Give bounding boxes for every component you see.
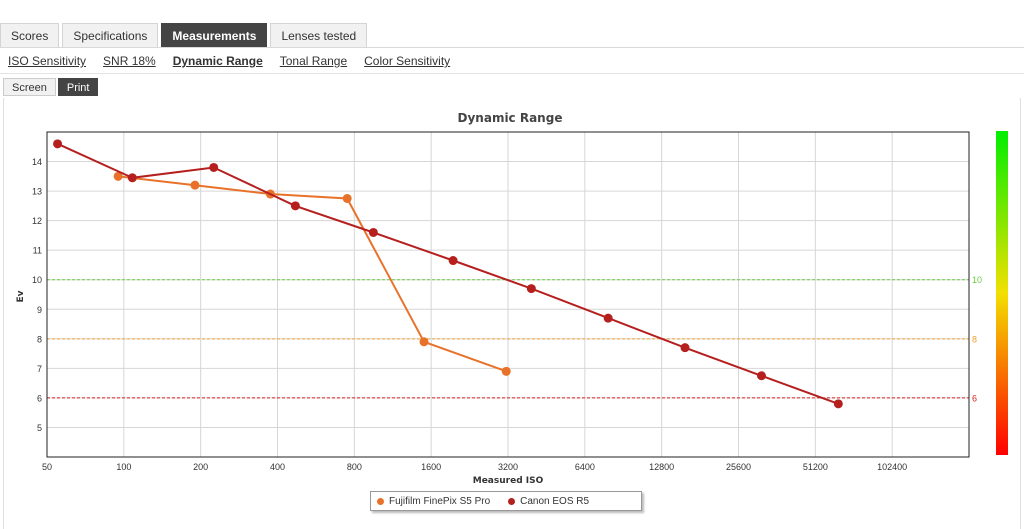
series-point-1 [756,371,766,381]
y-axis-label: Ev [16,290,26,302]
print-button[interactable]: Print [57,78,99,96]
series-point-1 [680,343,690,353]
legend-item-canon[interactable]: Canon EOS R5 [508,496,589,507]
x-axis-label: Measured ISO [473,476,544,486]
y-tick-label: 14 [32,157,42,167]
series-line-0 [117,175,507,373]
tab-specifications[interactable]: Specifications [62,23,159,47]
measurement-subnav: ISO Sensitivity SNR 18% Dynamic Range To… [8,54,467,68]
series-point-1 [53,139,63,149]
subnav-snr-18[interactable]: SNR 18% [103,54,156,68]
x-tick-label: 3200 [498,462,518,472]
series-point-1 [603,313,613,323]
tab-scores[interactable]: Scores [0,23,60,47]
view-toggle: Screen Print [3,78,100,96]
chart-title: Dynamic Range [458,111,563,125]
series-point-0 [342,193,352,203]
reference-line-label: 10 [972,275,982,285]
chart-frame [3,98,1021,529]
x-tick-label: 51200 [803,462,828,472]
legend-item-fujifilm[interactable]: Fujifilm FinePix S5 Pro [377,496,490,507]
x-tick-label: 50 [42,462,52,472]
legend-label-canon: Canon EOS R5 [520,495,590,507]
subnav-divider [0,73,1024,74]
y-tick-label: 9 [37,305,42,315]
color-scale-bar [996,131,1008,455]
y-tick-label: 10 [32,275,42,285]
y-tick-label: 6 [37,393,42,403]
tab-divider [0,47,1024,48]
x-tick-label: 102400 [877,462,907,472]
screen-button[interactable]: Screen [3,78,56,96]
x-tick-label: 800 [347,462,362,472]
y-tick-label: 7 [37,364,42,374]
subnav-iso-sensitivity[interactable]: ISO Sensitivity [8,54,87,68]
legend-label-fujifilm: Fujifilm FinePix S5 Pro [389,495,491,507]
reference-line-label: 6 [972,393,977,403]
series-point-1 [368,227,378,237]
x-tick-label: 25600 [726,462,751,472]
series-point-1 [448,256,458,266]
x-tick-label: 400 [270,462,285,472]
series-point-0 [501,366,511,376]
series-point-0 [113,171,123,181]
series-point-0 [190,180,200,190]
series-point-0 [419,337,429,347]
y-tick-label: 8 [37,334,42,344]
series-point-1 [833,399,843,409]
x-tick-label: 1600 [421,462,441,472]
chart-legend: Fujifilm FinePix S5 Pro Canon EOS R5 [370,491,642,511]
plot-border [46,131,970,458]
y-tick-label: 5 [37,423,42,433]
legend-marker-fujifilm [377,497,384,505]
x-tick-label: 6400 [575,462,595,472]
series-point-1 [290,201,300,211]
subnav-color-sensitivity[interactable]: Color Sensitivity [364,54,451,68]
y-tick-label: 11 [33,246,42,256]
subnav-dynamic-range[interactable]: Dynamic Range [172,54,263,68]
y-tick-label: 13 [32,187,42,197]
tab-bar: Scores Specifications Measurements Lense… [0,23,370,48]
y-tick-label: 12 [32,216,42,226]
reference-line-label: 8 [972,334,977,344]
x-tick-label: 200 [193,462,208,472]
legend-marker-canon [508,497,516,505]
series-point-1 [526,284,536,294]
tab-lenses-tested[interactable]: Lenses tested [270,23,368,47]
tab-measurements[interactable]: Measurements [161,23,268,47]
series-point-1 [127,173,137,183]
x-tick-label: 12800 [649,462,674,472]
x-tick-label: 100 [116,462,131,472]
subnav-tonal-range[interactable]: Tonal Range [279,54,348,68]
series-point-1 [209,162,219,172]
